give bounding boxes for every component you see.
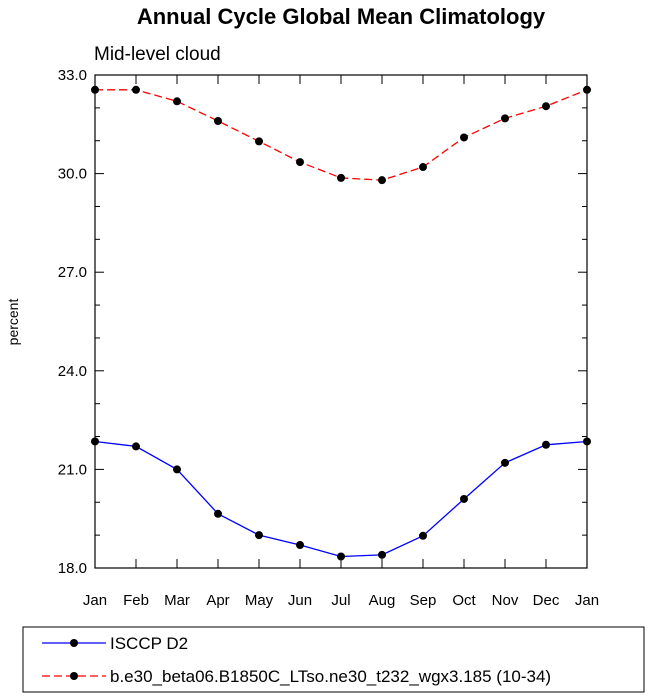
- legend-marker-2: [70, 672, 78, 680]
- series-2-point: [173, 97, 181, 106]
- series-2-point: [255, 137, 263, 146]
- series-1-point: [296, 540, 304, 549]
- x-tick-label: Jun: [288, 592, 312, 609]
- y-tick-label: 24.0: [58, 363, 87, 380]
- axes: 18.0 21.0 24.0 27.0 30.0 33.0 Jan Feb Mar Apr May J…: [58, 67, 599, 609]
- series-2-point: [296, 158, 304, 167]
- y-axis-label: percent: [5, 299, 21, 346]
- legend-label-1: ISCCP D2: [110, 634, 188, 653]
- legend-box: [22, 626, 645, 693]
- series-2-point: [542, 102, 550, 111]
- x-tick-label: Feb: [123, 592, 149, 609]
- y-tick-label: 21.0: [58, 461, 87, 478]
- legend-label-2: b.e30_beta06.B1850C_LTso.ne30_t232_wgx3.…: [110, 667, 551, 686]
- y-tick-label: 33.0: [58, 67, 87, 84]
- x-tick-label: Mar: [164, 592, 190, 609]
- legend-marker-1: [70, 639, 78, 647]
- series-1-point: [542, 440, 550, 449]
- x-tick-label: Aug: [369, 592, 396, 609]
- x-tick-label: Apr: [206, 592, 229, 609]
- legend: ISCCP D2 b.e30_beta06.B1850C_LTso.ne30_t2…: [42, 634, 551, 686]
- series-1-point: [91, 437, 99, 446]
- series-2-point: [419, 163, 427, 172]
- series-1-point: [501, 458, 509, 467]
- series-1-point: [378, 550, 386, 559]
- series-1-point: [173, 465, 181, 474]
- chart-title: Annual Cycle Global Mean Climatology: [137, 4, 546, 29]
- chart-subtitle: Mid-level cloud: [94, 44, 221, 65]
- series-2-point: [583, 85, 591, 94]
- x-tick-label: Jan: [575, 592, 599, 609]
- series-layer: [91, 85, 591, 561]
- x-tick-label: Jul: [331, 592, 350, 609]
- y-tick-label: 27.0: [58, 264, 87, 281]
- series-1-point: [255, 531, 263, 540]
- x-tick-label: Oct: [452, 592, 476, 609]
- series-2-point: [378, 176, 386, 185]
- series-1-point: [419, 531, 427, 540]
- x-tick-label: May: [245, 592, 274, 609]
- series-2-point: [501, 114, 509, 123]
- series-1-point: [214, 509, 222, 518]
- x-tick-label: Dec: [533, 592, 560, 609]
- y-tick-label: 30.0: [58, 166, 87, 183]
- x-tick-label: Jan: [83, 592, 107, 609]
- series-2-point: [91, 85, 99, 94]
- series-2-point: [214, 117, 222, 126]
- series-2-point: [337, 173, 345, 182]
- y-tick-label: 18.0: [58, 560, 87, 577]
- x-tick-label: Nov: [492, 592, 519, 609]
- series-1-point: [337, 552, 345, 561]
- series-2-point: [460, 133, 468, 142]
- series-1-point: [132, 442, 140, 451]
- series-line-2: [95, 89, 588, 181]
- series-1-point: [460, 494, 468, 503]
- series-line-1: [94, 440, 588, 558]
- series-1-point: [583, 437, 591, 446]
- x-tick-label: Sep: [410, 592, 437, 609]
- plot-frame: [94, 74, 588, 569]
- series-2-point: [132, 85, 140, 94]
